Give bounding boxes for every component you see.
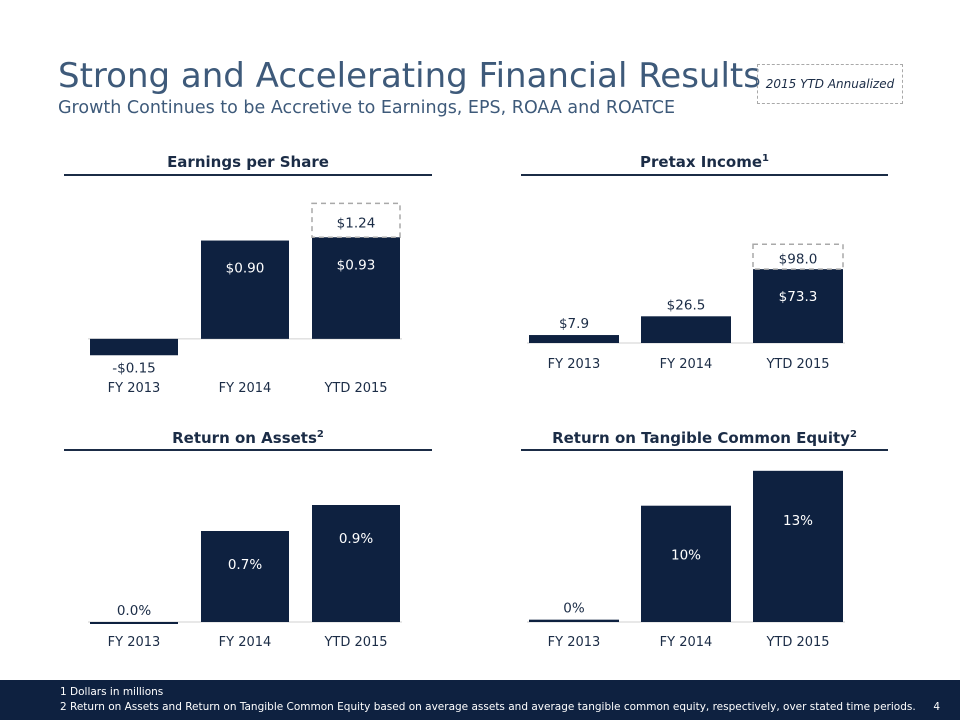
annualized-box-eps [311,202,401,239]
bar-label-pretax-1: $26.5 [667,297,706,313]
bar-eps-2 [312,237,400,339]
bar-pretax-1 [641,316,731,343]
bar-label-eps-1: $0.90 [226,261,265,277]
footer-bar [0,680,960,720]
annualized-label-eps: $1.24 [337,215,376,231]
bar-label-pretax-2: $73.3 [779,289,818,305]
tick-label-rotce-0: FY 2013 [548,635,601,650]
bar-roa-2 [312,505,400,622]
bar-rotce-1 [641,505,731,622]
chart-title-roa: Return on Assets2 [64,429,432,447]
slide-title: Strong and Accelerating Financial Result… [58,56,761,96]
charts-canvas: -$0.15 FY 2013 $0.90 FY 2014 $0.93 YTD 2015 $1… [88,202,845,650]
bar-pretax-0 [529,335,619,343]
bar-label-rotce-0: 0% [563,601,585,617]
footnote-1: 1 Dollars in millions [60,686,164,698]
tick-label-pretax-0: FY 2013 [548,357,601,372]
chart-title-eps: Earnings per Share [64,153,432,171]
footnote-2: 2 Return on Assets and Return on Tangibl… [60,701,916,713]
tick-label-pretax-1: FY 2014 [660,357,713,372]
bar-eps-0 [90,338,178,356]
chart-title-pretax-text: Pretax Income [640,153,763,171]
annualized-legend-box: 2015 YTD Annualized [757,64,903,104]
tick-label-eps-2: YTD 2015 [323,381,387,396]
bar-label-eps-0: -$0.15 [112,360,156,376]
annualized-legend-label: 2015 YTD Annualized [765,77,895,91]
tick-label-pretax-2: YTD 2015 [765,357,829,372]
bar-pretax-2 [753,269,843,343]
tick-label-roa-1: FY 2014 [219,635,272,650]
tick-label-rotce-2: YTD 2015 [765,635,829,650]
chart-title-eps-text: Earnings per Share [167,153,329,171]
page-number: 4 [933,701,940,713]
chart-title-pretax-sup: 1 [762,153,769,164]
bar-label-pretax-0: $7.9 [559,316,589,332]
chart-title-rotce-sup: 2 [849,429,857,440]
bar-label-roa-2: 0.9% [339,531,373,547]
tick-label-eps-1: FY 2014 [219,381,272,396]
chart-rule-roa [64,449,432,451]
bar-roa-0 [90,622,178,624]
bar-label-roa-1: 0.7% [228,557,262,573]
chart-title-roa-text: Return on Assets [172,429,317,447]
chart-title-roa-sup: 2 [316,429,324,440]
annualized-label-pretax: $98.0 [779,252,818,268]
bar-rotce-2 [753,470,843,622]
chart-rule-pretax [521,174,888,176]
chart-rule-rotce [521,449,888,451]
chart-title-rotce-text: Return on Tangible Common Equity [552,429,850,447]
bar-eps-1 [201,240,289,339]
annualized-box-pretax [752,243,844,270]
bar-label-roa-0: 0.0% [117,603,151,619]
bar-roa-1 [201,531,289,622]
bar-label-rotce-2: 13% [783,513,813,529]
bar-label-eps-2: $0.93 [337,257,376,273]
slide-subtitle: Growth Continues to be Accretive to Earn… [58,98,676,118]
tick-label-rotce-1: FY 2014 [660,635,713,650]
chart-rule-eps [64,174,432,176]
tick-label-eps-0: FY 2013 [108,381,161,396]
bar-label-rotce-1: 10% [671,548,701,564]
tick-label-roa-2: YTD 2015 [323,635,387,650]
chart-title-rotce: Return on Tangible Common Equity2 [521,429,888,447]
tick-label-roa-0: FY 2013 [108,635,161,650]
bar-rotce-0 [529,619,619,622]
chart-title-pretax: Pretax Income1 [521,153,888,171]
